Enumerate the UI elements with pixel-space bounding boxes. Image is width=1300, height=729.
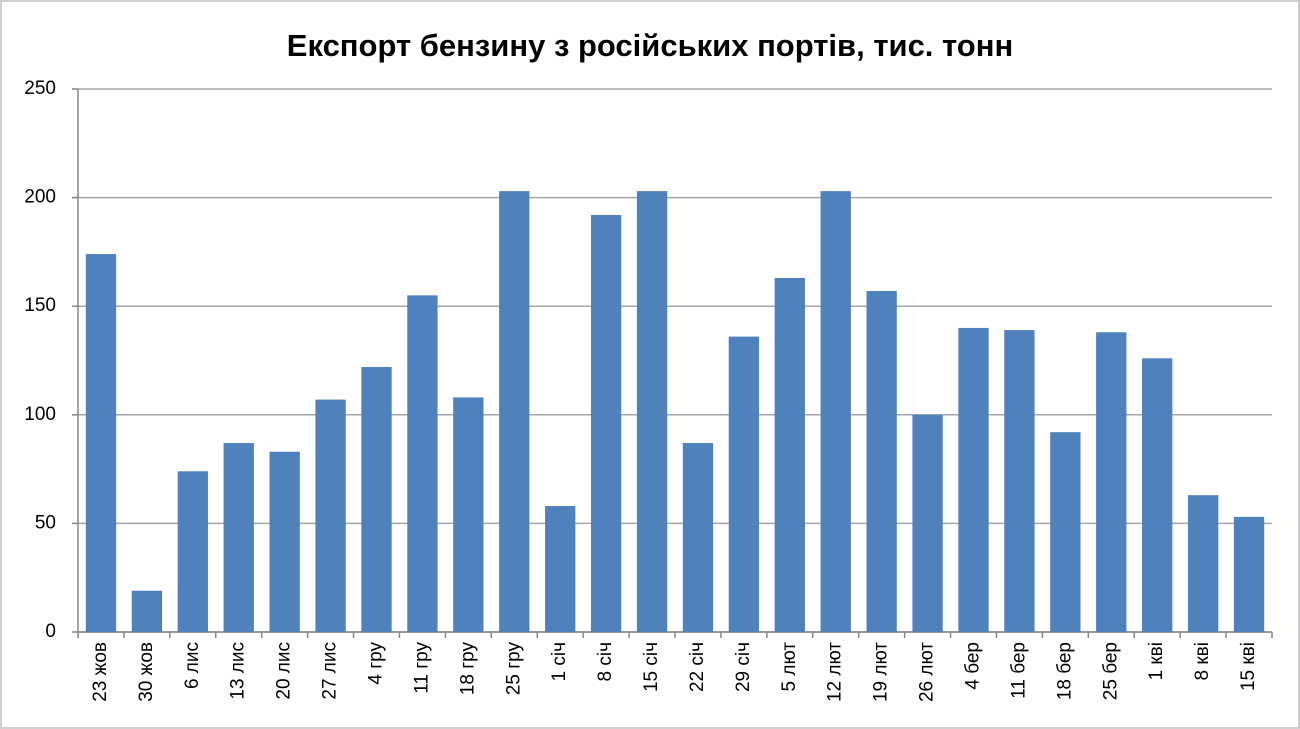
bar <box>590 214 622 632</box>
x-tick-label: 22 січ <box>687 642 708 692</box>
bar <box>499 191 530 633</box>
x-tick-label: 18 гру <box>457 642 478 696</box>
x-tick-label: 11 бер <box>1008 642 1029 699</box>
x-tick-label: 5 лют <box>779 642 800 692</box>
x-tick-label: 13 лис <box>228 642 249 700</box>
x-tick-label: 26 лют <box>917 642 938 702</box>
x-tick-label: 25 бер <box>1100 642 1121 700</box>
bar <box>1096 332 1127 632</box>
bar <box>1142 358 1173 632</box>
bar <box>85 254 117 632</box>
y-tick-label: 250 <box>24 78 56 99</box>
bar <box>1004 330 1035 632</box>
bar <box>866 290 897 632</box>
bar <box>131 590 163 632</box>
bar <box>1233 516 1265 632</box>
x-tick-label: 4 бер <box>963 642 984 690</box>
y-tick-label: 200 <box>24 187 56 208</box>
bar <box>1050 432 1081 632</box>
x-tick-label: 11 гру <box>411 642 432 694</box>
x-tick-label: 27 лис <box>320 642 341 700</box>
bar <box>269 451 300 632</box>
x-tick-label: 12 лют <box>825 642 846 702</box>
bar <box>223 443 254 632</box>
x-tick-label: 8 кві <box>1192 642 1213 680</box>
y-tick-label: 100 <box>24 404 56 425</box>
bar <box>958 327 989 632</box>
bar <box>682 443 714 632</box>
x-tick-label: 15 кві <box>1238 642 1259 691</box>
y-tick-label: 50 <box>35 512 56 533</box>
bar <box>177 471 208 632</box>
bar <box>728 336 760 632</box>
x-tick-label: 25 гру <box>503 642 524 696</box>
bar <box>407 295 438 632</box>
x-tick-label: 8 січ <box>595 642 616 681</box>
x-tick-label: 6 лис <box>182 642 203 689</box>
bar <box>315 399 346 632</box>
x-tick-label: 1 кві <box>1146 642 1167 680</box>
bar <box>912 414 943 632</box>
x-tick-label: 29 січ <box>733 642 754 692</box>
chart-title: Експорт бензину з російських портів, тис… <box>287 28 1013 63</box>
x-tick-label: 1 січ <box>549 642 570 681</box>
bar <box>1187 495 1219 632</box>
x-tick-label: 23 жов <box>90 642 111 702</box>
bar <box>820 191 851 633</box>
x-tick-label: 19 лют <box>871 642 892 702</box>
x-tick-label: 30 жов <box>136 642 157 702</box>
x-tick-label: 18 бер <box>1054 642 1075 700</box>
bar <box>361 367 392 632</box>
bar <box>774 277 805 632</box>
x-tick-label: 15 січ <box>641 642 662 692</box>
bar <box>636 191 668 633</box>
x-tick-label: 20 лис <box>274 642 295 700</box>
y-tick-label: 0 <box>45 621 56 642</box>
bar <box>545 506 576 632</box>
y-tick-label: 150 <box>24 295 56 316</box>
bar <box>453 397 484 632</box>
x-tick-label: 4 гру <box>366 642 387 685</box>
